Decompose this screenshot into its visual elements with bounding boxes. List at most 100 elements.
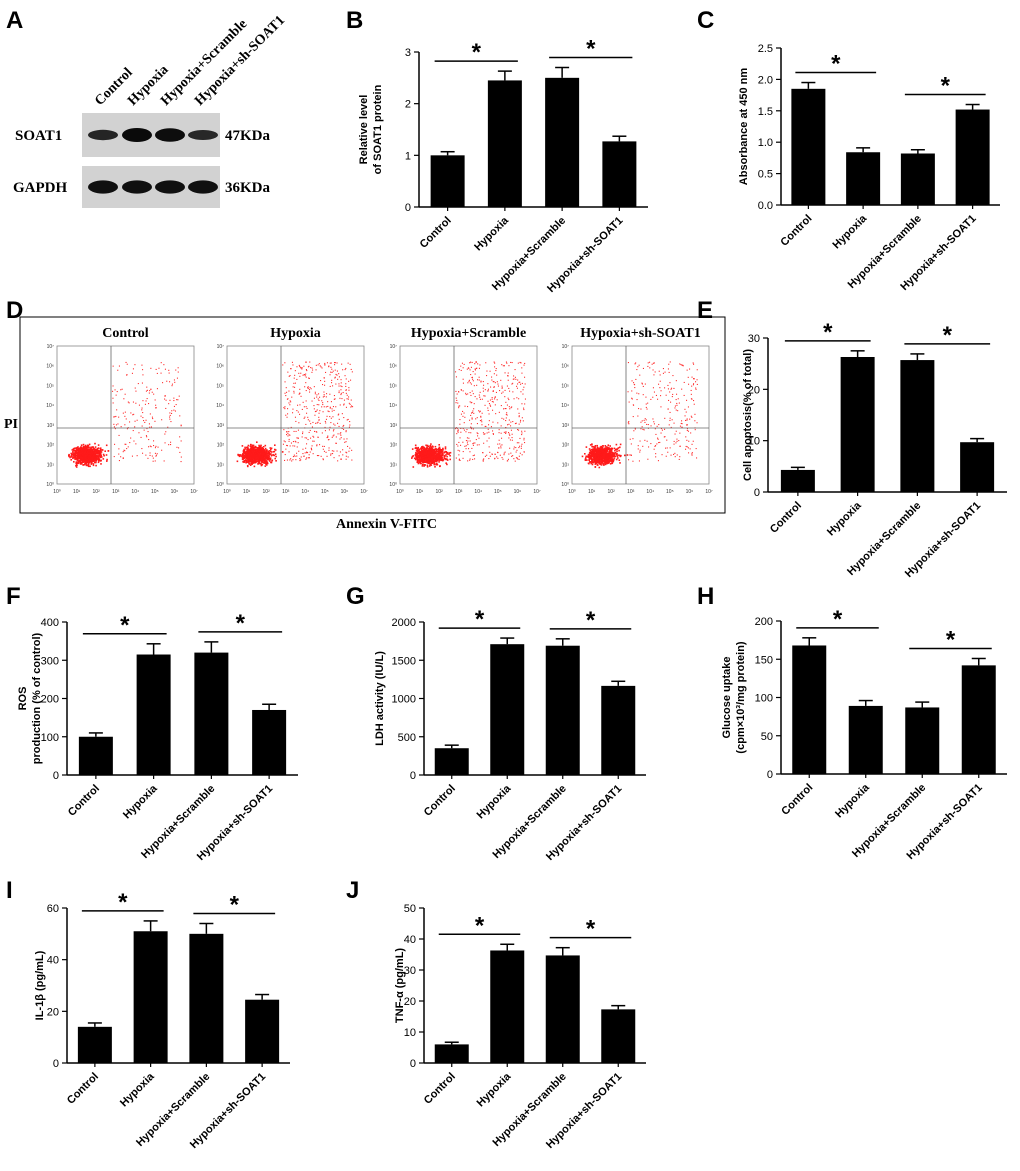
flow-dot — [167, 426, 169, 428]
flow-dot — [473, 403, 475, 405]
flow-tick-label: 10⁵ — [494, 489, 502, 495]
flow-dot — [288, 431, 290, 433]
flow-dot — [113, 416, 115, 418]
flow-dot — [460, 444, 462, 446]
flow-dot — [326, 455, 328, 457]
flow-dot — [251, 459, 254, 462]
flow-dot — [126, 374, 128, 376]
flow-dot — [327, 405, 329, 407]
flow-dot — [147, 431, 149, 433]
flow-dot — [118, 434, 120, 436]
flow-dot — [334, 376, 336, 378]
flow-dot — [141, 407, 143, 409]
flow-dot — [584, 453, 586, 455]
flow-dot — [423, 446, 425, 449]
flow-dot — [270, 448, 272, 451]
flow-dot — [93, 459, 96, 462]
flow-dot — [266, 464, 268, 466]
flow-dot — [88, 452, 90, 455]
flow-dot — [441, 450, 444, 453]
flow-dot — [294, 445, 296, 447]
flow-dot — [599, 456, 601, 458]
flow-dot — [330, 362, 332, 364]
flow-dot — [474, 373, 476, 375]
flow-dot — [88, 446, 90, 449]
flow-dot — [329, 385, 331, 387]
flow-dot — [322, 448, 324, 450]
flow-dot — [417, 461, 420, 463]
flow-dot — [471, 390, 473, 392]
blot-band — [88, 129, 118, 141]
flow-dot — [301, 367, 303, 369]
flow-dot — [92, 464, 95, 467]
flow-dot — [456, 433, 458, 435]
flow-dot — [513, 378, 515, 380]
flow-dot — [96, 450, 98, 453]
flow-dot — [96, 449, 99, 452]
flow-dot — [263, 459, 266, 461]
flow-dot — [129, 442, 131, 444]
flow-dot — [599, 458, 602, 460]
flow-dot — [155, 407, 157, 409]
flow-dot — [609, 463, 612, 465]
flow-dot — [467, 393, 469, 395]
flow-dot — [247, 451, 250, 454]
flow-dot — [310, 367, 312, 369]
flow-dot — [611, 458, 613, 460]
flow-dot — [252, 444, 255, 447]
flow-dot — [472, 380, 474, 382]
flow-dot — [497, 457, 499, 459]
flow-dot — [664, 371, 666, 373]
flow-dot — [284, 381, 286, 383]
flow-dot — [258, 462, 261, 465]
flow-dot — [518, 415, 520, 417]
flow-dot — [325, 451, 327, 453]
flow-dot — [608, 454, 610, 456]
flow-dot — [674, 433, 676, 435]
flow-dot — [81, 456, 84, 459]
flow-tick-label: 10⁵ — [389, 383, 397, 389]
flow-dot — [254, 452, 257, 455]
flow-dot — [462, 428, 464, 430]
flow-dot — [507, 424, 509, 426]
flow-dot — [639, 374, 641, 376]
flow-dot — [83, 463, 86, 466]
flow-dot — [148, 439, 150, 441]
flow-dot — [346, 398, 348, 400]
flow-dot — [589, 461, 591, 463]
flow-dot — [481, 424, 483, 426]
flow-dot — [691, 416, 693, 418]
flow-dot — [261, 455, 264, 457]
flow-dot — [439, 459, 441, 462]
flow-dot — [504, 408, 506, 410]
flow-dot — [460, 369, 462, 371]
flow-dot — [468, 448, 470, 450]
flow-dot — [421, 465, 424, 467]
flow-dot — [593, 458, 595, 460]
flow-dot — [658, 442, 660, 444]
flow-dot — [343, 428, 345, 430]
flow-dot — [74, 455, 77, 457]
flow-dot — [150, 446, 152, 448]
flow-dot — [299, 388, 301, 390]
flow-dot — [462, 378, 464, 380]
flow-dot — [263, 460, 266, 463]
flow-dot — [589, 458, 591, 460]
flow-dot — [247, 460, 250, 462]
flow-dot — [685, 445, 687, 447]
flow-dot — [631, 398, 633, 400]
flow-dot — [125, 443, 127, 445]
flow-dot — [148, 423, 150, 425]
flow-dot — [290, 442, 292, 444]
flow-dot — [426, 447, 429, 450]
flow-dot — [470, 432, 472, 434]
flow-dot — [679, 425, 681, 427]
flow-dot — [658, 370, 660, 372]
flow-dot — [293, 454, 295, 456]
flow-dot — [480, 381, 482, 383]
flow-dot — [134, 387, 136, 389]
flow-dot — [303, 455, 305, 457]
flow-dot — [241, 458, 244, 460]
flow-dot — [92, 450, 94, 453]
flow-dot — [433, 452, 435, 454]
